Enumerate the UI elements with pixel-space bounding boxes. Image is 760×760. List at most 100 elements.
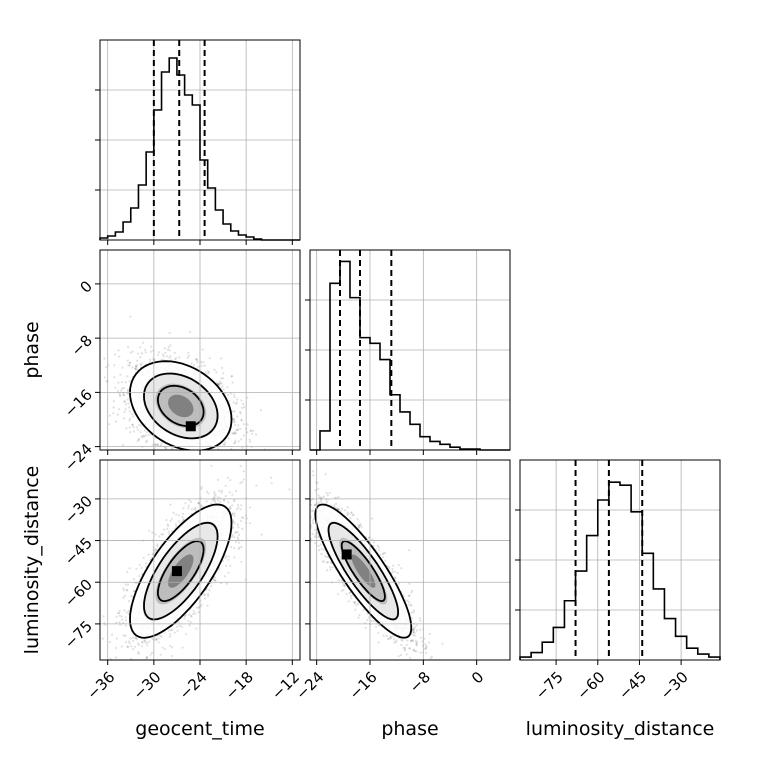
sample-point [145, 456, 147, 458]
sample-point [242, 402, 245, 406]
sample-point [175, 357, 178, 360]
sample-point [142, 660, 144, 662]
sample-point [224, 554, 228, 558]
sample-point [143, 435, 146, 438]
histogram-step [99, 57, 300, 241]
sample-point [114, 656, 118, 659]
sample-point [131, 415, 135, 418]
sample-point [136, 642, 140, 645]
sample-point [207, 451, 209, 453]
sample-point [181, 457, 183, 459]
sample-point [118, 614, 121, 617]
sample-point [120, 389, 123, 392]
sample-point [231, 432, 234, 435]
sample-point [123, 686, 125, 688]
sample-point [147, 433, 150, 437]
sample-point [178, 356, 181, 359]
sample-point [233, 547, 236, 550]
sample-point [213, 368, 216, 371]
sample-point [224, 453, 226, 455]
sample-point [117, 381, 120, 384]
sample-point [173, 358, 177, 361]
sample-point [127, 364, 130, 367]
sample-point [218, 568, 221, 571]
sample-point [235, 540, 238, 544]
sample-point [127, 402, 130, 405]
sample-point [201, 348, 204, 351]
sample-point [197, 611, 200, 614]
sample-point [124, 641, 128, 644]
sample-point [220, 451, 222, 453]
sample-point [181, 646, 184, 649]
sample-point [240, 399, 243, 402]
sample-point [231, 493, 234, 496]
sample-point [154, 444, 157, 447]
sample-point [241, 481, 244, 484]
sample-point [135, 638, 138, 641]
sample-point [233, 418, 236, 421]
sample-point [160, 441, 163, 445]
sample-point [173, 351, 176, 355]
sample-point [167, 629, 170, 632]
sample-point [129, 361, 132, 364]
panel-frame [99, 39, 301, 241]
sample-point [236, 428, 239, 431]
sample-point [239, 482, 242, 485]
sample-point [160, 444, 163, 447]
sample-point [239, 412, 242, 415]
sample-point [118, 621, 121, 624]
sample-point [190, 362, 193, 365]
contour-line [143, 372, 219, 440]
sample-point [135, 368, 138, 371]
sample-point [242, 434, 245, 437]
sample-point [167, 452, 169, 454]
sample-point [188, 498, 191, 502]
density-level [168, 394, 194, 418]
sample-point [129, 431, 132, 434]
sample-point [128, 417, 132, 420]
sample-point [213, 491, 216, 494]
sample-point [235, 508, 238, 511]
sample-point [242, 423, 245, 426]
sample-point [103, 357, 106, 360]
sample-point [216, 382, 219, 385]
sample-point [185, 454, 187, 456]
sample-point [195, 457, 197, 459]
sample-point [151, 553, 154, 556]
sample-point [141, 436, 144, 439]
sample-point [134, 645, 137, 648]
sample-point [226, 393, 229, 396]
sample-point [145, 656, 148, 659]
sample-point [220, 455, 222, 457]
sample-point [122, 634, 125, 637]
sample-point [163, 347, 166, 350]
sample-point [142, 556, 145, 560]
sample-point [225, 582, 228, 585]
sample-point [119, 623, 122, 627]
sample-point [113, 376, 116, 379]
sample-point [213, 495, 216, 498]
sample-point [227, 501, 230, 504]
sample-point [146, 656, 149, 659]
sample-point [236, 429, 239, 432]
sample-point [157, 637, 160, 640]
sample-point [108, 414, 111, 417]
sample-point [218, 380, 221, 383]
sample-point [146, 644, 149, 647]
sample-point [183, 614, 186, 618]
sample-point [134, 364, 137, 367]
sample-point [213, 499, 216, 502]
sample-point [241, 527, 244, 530]
sample-point [135, 426, 138, 429]
sample-point [127, 600, 131, 603]
panel-frame [99, 249, 301, 451]
sample-point [157, 351, 160, 354]
sample-point [113, 364, 116, 367]
sample-point [207, 492, 210, 495]
sample-point [167, 345, 170, 348]
sample-point [136, 428, 139, 431]
sample-point [195, 359, 199, 362]
sample-point [236, 531, 239, 534]
sample-point [217, 383, 221, 386]
